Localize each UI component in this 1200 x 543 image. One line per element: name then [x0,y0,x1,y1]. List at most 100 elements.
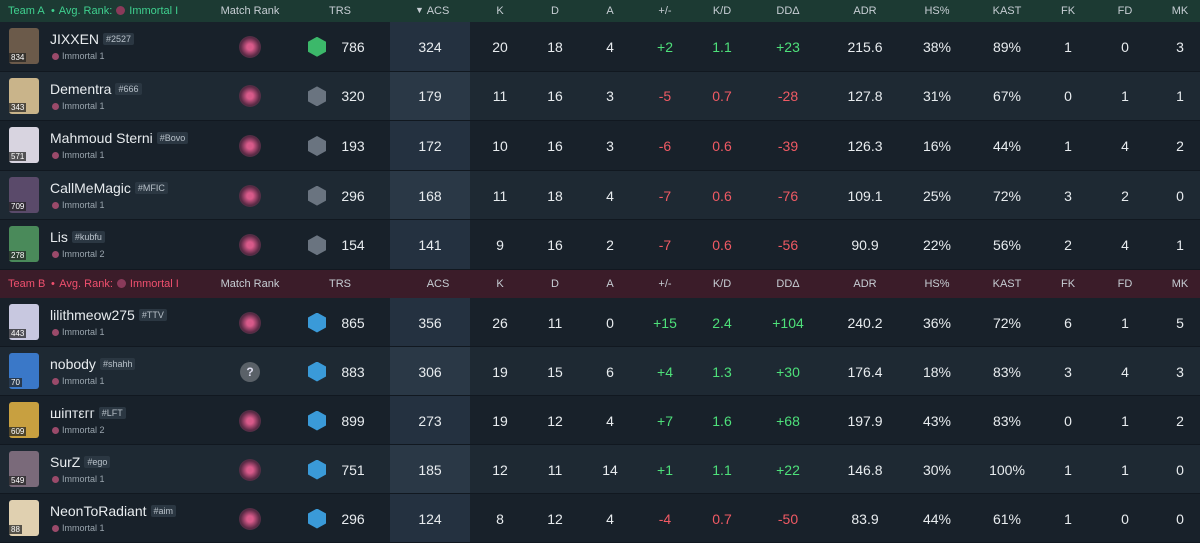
stat: 109.1 [847,187,883,204]
name[interactable]: шiптεгг [50,405,95,421]
match-rank-icon [239,134,261,157]
dot: • [51,5,55,17]
team-header: Team A Avg. Rank: Immortal I • Match Rank TRS… [0,0,1200,22]
player-rank: Immortal 1 [62,100,105,111]
stat: 240.2 [847,314,883,331]
player-rank: Immortal 1 [62,327,105,337]
stat: 4 [1121,137,1129,154]
stat: 883 [341,363,365,380]
column-header: ACS [426,5,450,17]
stat: -39 [777,137,799,154]
stat: 6 [606,363,614,380]
stat: 154 [341,237,365,254]
stat: 176.4 [847,363,883,380]
stat: 36% [922,314,952,331]
stat: 4 [1121,237,1129,254]
match-rank-icon [239,85,261,108]
name[interactable]: Dementra [50,80,112,97]
player-name: Mahmoud Sterni #Bovo [50,130,189,147]
stat: 2.4 [712,314,732,331]
stat: 193 [341,137,365,154]
stat: +30 [776,363,800,380]
stat: 197.9 [847,412,883,429]
stat: 1 [1176,237,1184,254]
player-name: SurZ #ego [50,454,111,470]
stat: 83% [992,363,1022,380]
name[interactable]: CallMeMagic [50,179,131,196]
stat: 2 [1064,237,1072,254]
rank-dot [52,476,59,483]
stat: 1 [1121,88,1129,105]
name[interactable]: JIXXEN [50,31,100,47]
stat: 38% [922,38,952,55]
stat: 273 [418,412,442,429]
stat: 89% [992,38,1022,55]
stat: 61% [992,510,1022,527]
trs-icon [308,508,326,529]
trs-icon [308,135,326,156]
stat: 141 [418,237,442,254]
stat: 356 [418,314,442,331]
stat: 185 [418,461,442,478]
player-rank: Immortal 1 [62,51,105,61]
tag: #MFIC [134,181,168,194]
stat: 16 [547,137,563,154]
stat: 15 [547,363,563,380]
stat: 126.3 [847,137,883,154]
stat: 865 [341,314,365,331]
stat: 11 [492,88,508,105]
stat: 16 [547,237,563,254]
stat: 0 [1176,187,1184,204]
stat: 18 [547,187,563,204]
player-rank: Immortal 2 [62,425,105,435]
stat: 12 [547,510,563,527]
trs-icon [308,361,326,382]
stat: 1.6 [712,412,732,429]
rank-dot [52,102,59,110]
name[interactable]: NeonToRadiant [50,503,147,519]
tag: #666 [115,82,142,95]
player-row: 834 JIXXEN #2527 Immortal 1 786 324 20 18 4 +2 1.1… [0,22,1200,72]
stat: +4 [657,363,673,380]
stat: 11 [547,461,563,478]
match-rank-icon [239,458,261,481]
stat: 19 [492,412,508,429]
player-name: JIXXEN #2527 [50,31,135,47]
rank-dot [52,378,59,385]
avg-rank: Immortal I [129,278,179,290]
stat: 1.1 [712,461,732,478]
stat: 4 [1121,363,1129,380]
stat: 67% [992,88,1022,105]
acs-highlight [390,170,470,220]
column-header: A [606,278,614,290]
stat: 0 [1064,88,1072,105]
match-rank-icon [239,35,261,58]
acs-highlight [390,220,470,269]
column-header: FK [1060,278,1076,290]
stat: 179 [418,88,442,105]
stat: 786 [341,38,365,55]
column-header: ADR [853,5,877,17]
stat: 3 [1064,187,1072,204]
stat: 43% [922,412,952,429]
player-rank: Immortal 2 [62,249,105,260]
acs-highlight [390,445,470,493]
stat: 2 [1121,187,1129,204]
column-header: TRS [329,278,351,290]
name[interactable]: Lis [50,229,68,246]
name[interactable]: Mahmoud Sterni [50,130,153,147]
player-row: 709 CallMeMagic #MFIC Immortal 1 296 168 11 18 4… [0,170,1200,221]
name[interactable]: SurZ [50,454,81,470]
player-row: 343 Dementra #666 Immortal 1 320 179 11 16 3 -5 0.… [0,71,1200,122]
name[interactable]: nobody [50,356,96,372]
stat: 3 [1176,363,1184,380]
stat: 12 [547,412,563,429]
stat: 751 [341,461,365,478]
name[interactable]: lilithmeow275 [50,307,135,323]
stat: 2 [606,237,614,254]
stat: 11 [492,187,508,204]
stat: 90.9 [851,237,879,254]
stat: 2 [1176,137,1184,154]
stat: 0 [1176,510,1184,527]
